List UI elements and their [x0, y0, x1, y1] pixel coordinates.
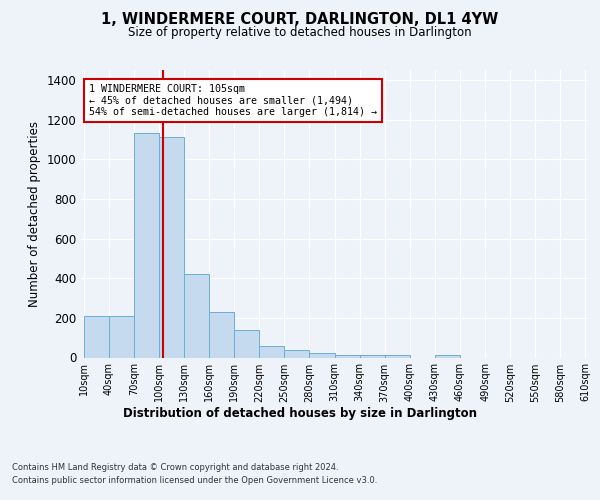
Text: Contains HM Land Registry data © Crown copyright and database right 2024.: Contains HM Land Registry data © Crown c… — [12, 462, 338, 471]
Bar — [184, 274, 209, 357]
Bar — [359, 355, 385, 358]
Bar — [109, 316, 134, 358]
Text: Distribution of detached houses by size in Darlington: Distribution of detached houses by size … — [123, 408, 477, 420]
Bar — [159, 138, 184, 358]
Bar — [134, 134, 159, 358]
Text: Size of property relative to detached houses in Darlington: Size of property relative to detached ho… — [128, 26, 472, 39]
Bar — [310, 353, 335, 358]
Bar — [259, 346, 284, 358]
Bar — [385, 355, 410, 358]
Bar — [435, 355, 460, 358]
Bar — [209, 312, 234, 358]
Bar — [284, 350, 310, 358]
Y-axis label: Number of detached properties: Number of detached properties — [28, 120, 41, 306]
Text: 1 WINDERMERE COURT: 105sqm
← 45% of detached houses are smaller (1,494)
54% of s: 1 WINDERMERE COURT: 105sqm ← 45% of deta… — [89, 84, 377, 117]
Text: Contains public sector information licensed under the Open Government Licence v3: Contains public sector information licen… — [12, 476, 377, 485]
Text: 1, WINDERMERE COURT, DARLINGTON, DL1 4YW: 1, WINDERMERE COURT, DARLINGTON, DL1 4YW — [101, 12, 499, 28]
Bar — [83, 316, 109, 358]
Bar — [335, 355, 359, 358]
Bar — [234, 330, 259, 357]
